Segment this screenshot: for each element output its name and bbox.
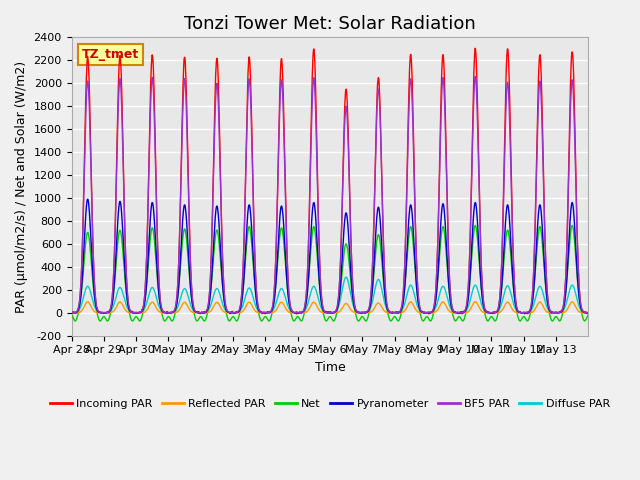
Y-axis label: PAR (μmol/m2/s) / Net and Solar (W/m2): PAR (μmol/m2/s) / Net and Solar (W/m2) [15, 60, 28, 312]
Text: TZ_tmet: TZ_tmet [82, 48, 139, 61]
Title: Tonzi Tower Met: Solar Radiation: Tonzi Tower Met: Solar Radiation [184, 15, 476, 33]
X-axis label: Time: Time [314, 361, 346, 374]
Legend: Incoming PAR, Reflected PAR, Net, Pyranometer, BF5 PAR, Diffuse PAR: Incoming PAR, Reflected PAR, Net, Pyrano… [45, 395, 614, 414]
